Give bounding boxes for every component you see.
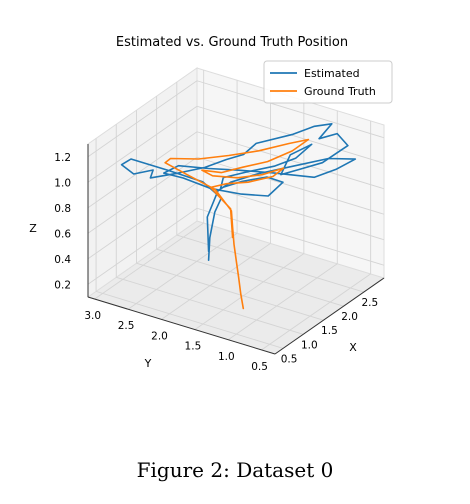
x-tick-label: 1.0 [301,339,318,351]
legend-label-ground-truth: Ground Truth [304,85,376,98]
grid-line-x [156,248,344,307]
grid-line-z [196,156,385,215]
grid-line-y [127,232,238,310]
x-tick-label: 2.5 [361,297,378,309]
y-axis-label: Y [144,357,152,370]
figure-caption: Figure 2: Dataset 0 [136,458,334,482]
grid-line-y [227,263,338,341]
z-tick-label: 0.4 [54,254,71,266]
grid-line-x [136,262,324,321]
grid-line-x [116,276,304,335]
z-tick-label: 0.2 [54,279,71,291]
figure-3d-chart: Estimated vs. Ground Truth Position 0.51… [29,35,393,373]
grid-line-z [87,131,198,209]
y-tick-label: 2.5 [118,320,135,332]
x-axis-line [274,277,385,355]
x-tick-label: 1.5 [321,325,338,337]
z-axis-label: Z [29,222,37,235]
legend-label-estimated: Estimated [304,67,360,80]
y-tick-label: 2.0 [151,330,168,342]
z-tick-label: 1.0 [54,177,71,189]
tick-labels: 0.51.01.52.02.53.02.52.01.51.00.50.20.40… [54,152,378,373]
x-tick-label: 2.0 [341,311,358,323]
y-tick-label: 0.5 [251,361,268,373]
y-axis-line [87,296,276,355]
x-axis-label: X [349,341,357,354]
grid-line-z [196,80,385,139]
z-tick-label: 1.2 [54,152,71,164]
z-tick-label: 0.8 [54,203,71,215]
chart-title: Estimated vs. Ground Truth Position [116,35,348,50]
grid-line-y [161,243,271,320]
axis-panes [86,67,386,355]
grid-line-y [194,253,305,330]
grid-line-z [87,80,198,158]
legend: Estimated Ground Truth [263,60,393,104]
y-tick-label: 1.5 [185,341,202,353]
series-line-estimated [120,123,357,262]
grid-line-z [87,182,198,260]
grid-line-y [261,273,371,351]
y-tick-label: 1.0 [218,351,235,363]
grid-line-z [87,207,198,285]
y-tick-label: 3.0 [84,310,101,322]
series-line-ground-truth [164,138,310,310]
x-tick-label: 0.5 [281,353,298,365]
z-tick-label: 0.6 [54,228,71,240]
series-layer [120,123,357,310]
legend-box [263,60,393,104]
grid-line-z [87,105,198,183]
grid-line-z [196,207,385,266]
grid-line-y [94,222,204,300]
grid-line-x [95,290,284,349]
